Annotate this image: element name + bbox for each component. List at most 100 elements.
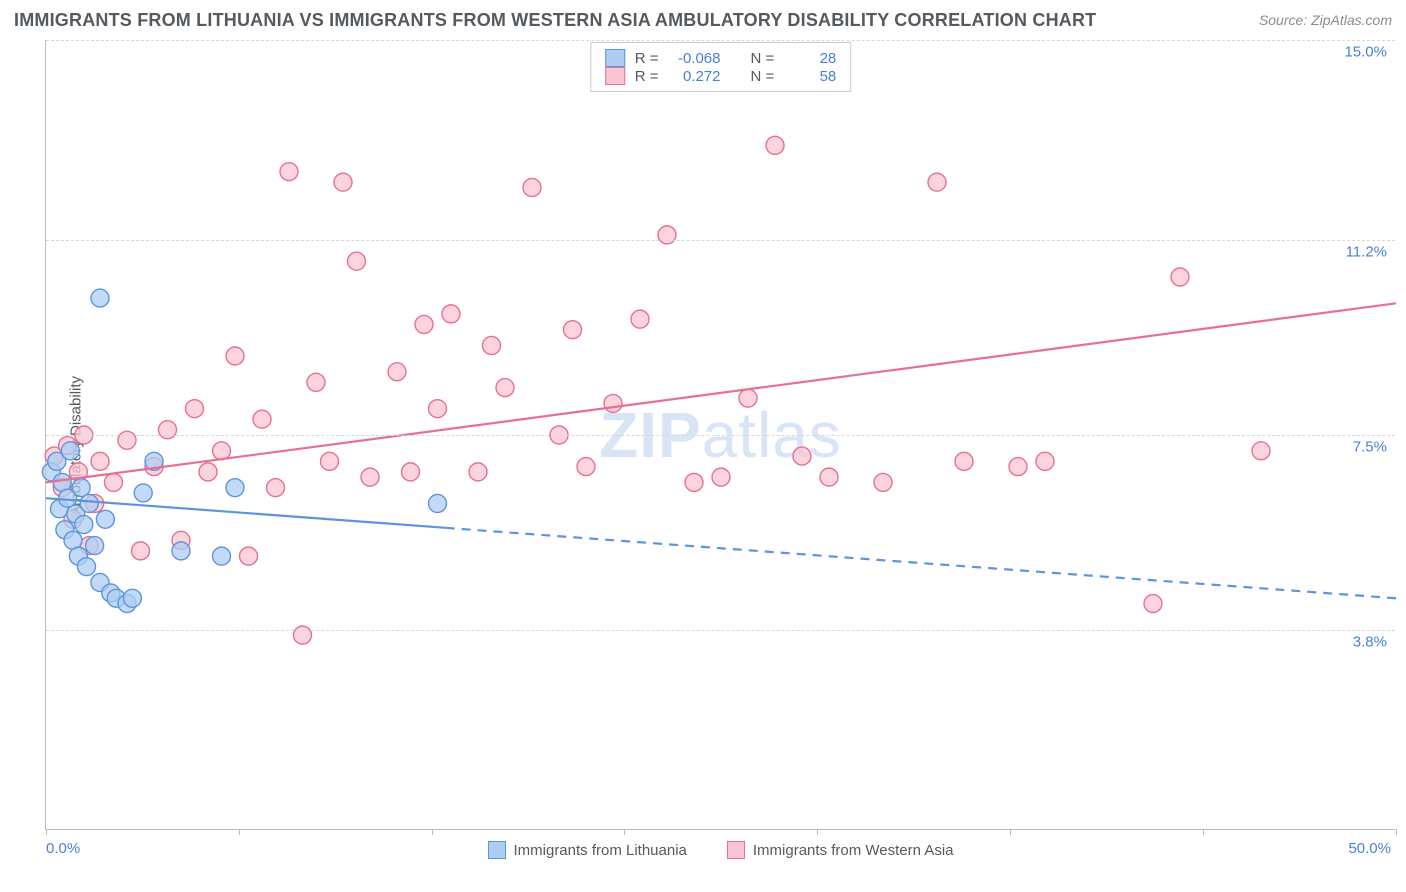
scatter-point — [577, 458, 595, 476]
scatter-point — [199, 463, 217, 481]
scatter-point — [874, 473, 892, 491]
legend-label-western-asia: Immigrants from Western Asia — [753, 842, 954, 859]
scatter-point — [820, 468, 838, 486]
n-value-lithuania: 28 — [784, 50, 836, 67]
xtick-mark — [624, 829, 625, 835]
scatter-point — [523, 178, 541, 196]
scatter-point — [213, 547, 231, 565]
scatter-point — [159, 421, 177, 439]
scatter-point — [96, 510, 114, 528]
scatter-point — [186, 400, 204, 418]
xtick-mark — [239, 829, 240, 835]
scatter-point — [91, 289, 109, 307]
xtick-mark — [817, 829, 818, 835]
ytick-label: 3.8% — [1353, 633, 1387, 650]
scatter-point — [226, 479, 244, 497]
scatter-point — [86, 537, 104, 555]
scatter-point — [267, 479, 285, 497]
gridline-h — [46, 240, 1395, 241]
scatter-point — [928, 173, 946, 191]
scatter-point — [685, 473, 703, 491]
n-label: N = — [751, 50, 775, 67]
ytick-label: 7.5% — [1353, 439, 1387, 456]
scatter-point — [134, 484, 152, 502]
legend-item-lithuania: Immigrants from Lithuania — [487, 841, 686, 859]
scatter-point — [564, 321, 582, 339]
plot-area: ZIPatlas R = -0.068 N = 28 R = 0.272 N =… — [45, 40, 1395, 830]
scatter-point — [118, 431, 136, 449]
legend-label-lithuania: Immigrants from Lithuania — [513, 842, 686, 859]
scatter-point — [361, 468, 379, 486]
chart-title: IMMIGRANTS FROM LITHUANIA VS IMMIGRANTS … — [14, 10, 1259, 31]
scatter-point — [631, 310, 649, 328]
scatter-point — [793, 447, 811, 465]
r-label: R = — [635, 50, 659, 67]
scatter-point — [321, 452, 339, 470]
scatter-point — [1036, 452, 1054, 470]
scatter-point — [1171, 268, 1189, 286]
scatter-point — [132, 542, 150, 560]
scatter-point — [80, 494, 98, 512]
scatter-point — [469, 463, 487, 481]
scatter-point — [75, 516, 93, 534]
stats-row-lithuania: R = -0.068 N = 28 — [605, 49, 837, 67]
regression-line-solid — [46, 303, 1396, 482]
n-label-2: N = — [751, 68, 775, 85]
scatter-point — [334, 173, 352, 191]
scatter-point — [280, 163, 298, 181]
scatter-point — [172, 542, 190, 560]
title-bar: IMMIGRANTS FROM LITHUANIA VS IMMIGRANTS … — [0, 0, 1406, 40]
bottom-legend: Immigrants from Lithuania Immigrants fro… — [487, 841, 953, 859]
gridline-h — [46, 40, 1395, 41]
scatter-point — [105, 473, 123, 491]
scatter-point — [307, 373, 325, 391]
scatter-point — [712, 468, 730, 486]
scatter-point — [348, 252, 366, 270]
source-label: Source: — [1259, 12, 1311, 28]
legend-item-western-asia: Immigrants from Western Asia — [727, 841, 954, 859]
xtick-mark — [1010, 829, 1011, 835]
r-value-western-asia: 0.272 — [669, 68, 721, 85]
source-name: ZipAtlas.com — [1311, 12, 1392, 28]
scatter-point — [253, 410, 271, 428]
scatter-point — [226, 347, 244, 365]
scatter-point — [496, 379, 514, 397]
scatter-point — [1009, 458, 1027, 476]
scatter-point — [294, 626, 312, 644]
scatter-point — [1144, 595, 1162, 613]
scatter-point — [658, 226, 676, 244]
gridline-h — [46, 630, 1395, 631]
scatter-point — [240, 547, 258, 565]
r-value-lithuania: -0.068 — [669, 50, 721, 67]
scatter-point — [429, 494, 447, 512]
r-label-2: R = — [635, 68, 659, 85]
scatter-point — [61, 442, 79, 460]
scatter-point — [1252, 442, 1270, 460]
scatter-point — [123, 589, 141, 607]
swatch-western-asia — [605, 67, 625, 85]
legend-swatch-lithuania — [487, 841, 505, 859]
xtick-mark — [432, 829, 433, 835]
scatter-point — [604, 394, 622, 412]
xtick-mark — [46, 829, 47, 835]
ytick-label: 11.2% — [1346, 244, 1387, 261]
xlim-min: 0.0% — [46, 840, 80, 857]
scatter-point — [766, 136, 784, 154]
gridline-h — [46, 435, 1395, 436]
scatter-point — [213, 442, 231, 460]
scatter-point — [955, 452, 973, 470]
ytick-label: 15.0% — [1344, 44, 1387, 61]
regression-line-dashed — [446, 528, 1396, 598]
scatter-point — [402, 463, 420, 481]
scatter-point — [442, 305, 460, 323]
scatter-point — [91, 452, 109, 470]
scatter-point — [483, 336, 501, 354]
scatter-point — [388, 363, 406, 381]
scatter-point — [78, 558, 96, 576]
xtick-mark — [1203, 829, 1204, 835]
n-value-western-asia: 58 — [784, 68, 836, 85]
stats-row-western-asia: R = 0.272 N = 58 — [605, 67, 837, 85]
scatter-point — [739, 389, 757, 407]
xtick-mark — [1396, 829, 1397, 835]
stats-box: R = -0.068 N = 28 R = 0.272 N = 58 — [590, 42, 852, 92]
